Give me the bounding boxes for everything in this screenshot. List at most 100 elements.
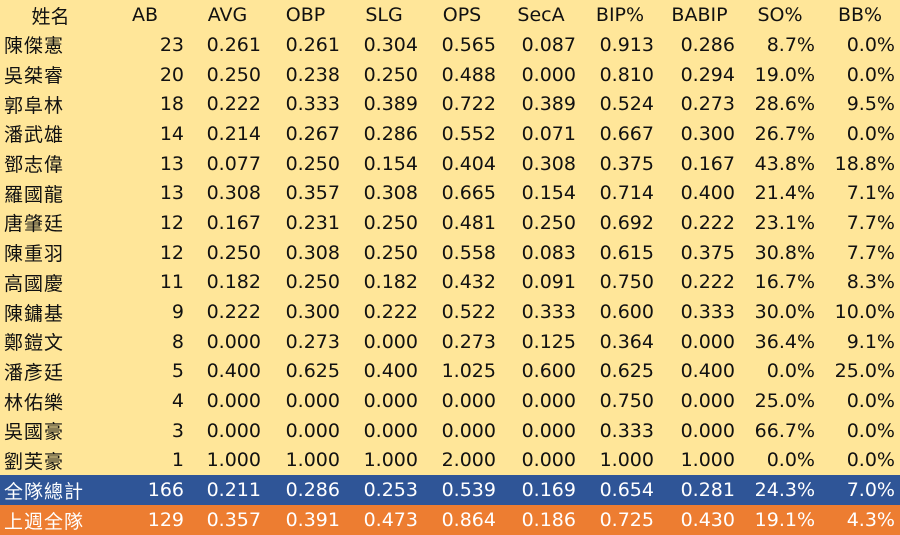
stat-obp: 0.308	[285, 241, 340, 264]
stat-ops: 0.432	[441, 271, 496, 294]
stat-so-pct: 23.1%	[754, 211, 815, 234]
stat-seca: 0.000	[521, 390, 576, 413]
stat-babip: 0.000	[680, 390, 735, 413]
player-name: 唐肇廷	[4, 213, 65, 236]
last-week-babip: 0.430	[680, 509, 735, 532]
stat-seca: 0.087	[521, 33, 576, 56]
stat-bb-pct: 0.0%	[846, 122, 895, 145]
team-total-label: 全隊總計	[4, 480, 85, 503]
stat-ops: 0.000	[441, 390, 496, 413]
stat-bip-pct: 0.625	[599, 360, 654, 383]
stat-seca: 0.000	[521, 449, 576, 472]
table-row: 郭阜林 18 0.222 0.333 0.389 0.722 0.389 0.524 0.273…	[0, 89, 900, 120]
stat-ab: 12	[159, 241, 184, 264]
stat-obp: 0.273	[285, 330, 340, 353]
stat-so-pct: 0.0%	[766, 360, 815, 383]
stat-bb-pct: 10.0%	[834, 301, 895, 324]
stat-obp: 0.250	[285, 271, 340, 294]
table-row: 吳桀睿 20 0.250 0.238 0.250 0.488 0.000 0.810 0.294…	[0, 59, 900, 90]
player-name: 林佑樂	[4, 391, 65, 414]
player-rows: 陳傑憲 23 0.261 0.261 0.304 0.565 0.087 0.913 0.286…	[0, 30, 900, 476]
player-name: 陳鏞基	[4, 302, 65, 325]
stat-avg: 0.308	[206, 182, 261, 205]
player-name: 潘武雄	[4, 124, 65, 147]
stat-slg: 0.308	[363, 182, 418, 205]
stat-ops: 0.552	[441, 122, 496, 145]
stat-babip: 1.000	[680, 449, 735, 472]
header-obp: OBP	[285, 4, 326, 26]
last-week-ops: 0.864	[441, 509, 496, 532]
player-name: 陳重羽	[4, 243, 65, 266]
table-row: 劉芙豪 1 1.000 1.000 1.000 2.000 0.000 1.000 1.000 0…	[0, 445, 900, 476]
team-total-slg: 0.253	[363, 479, 418, 502]
stat-ops: 1.025	[441, 360, 496, 383]
stat-ab: 23	[159, 33, 184, 56]
header-babip: BABIP	[671, 4, 728, 26]
header-ab: AB	[131, 4, 159, 26]
stat-avg: 0.167	[206, 211, 261, 234]
stat-bb-pct: 9.1%	[846, 330, 895, 353]
stat-bb-pct: 7.7%	[846, 211, 895, 234]
stat-obp: 0.300	[285, 301, 340, 324]
stat-ops: 0.273	[441, 330, 496, 353]
stat-so-pct: 30.0%	[754, 301, 815, 324]
header-row: 姓名 AB AVG OBP SLG OPS SecA BIP% BABIP SO…	[0, 0, 900, 30]
stat-ops: 0.665	[441, 182, 496, 205]
stat-so-pct: 16.7%	[754, 271, 815, 294]
stat-obp: 0.261	[285, 33, 340, 56]
player-name: 吳國豪	[4, 421, 65, 444]
header-ops: OPS	[442, 4, 482, 26]
stat-bip-pct: 1.000	[599, 449, 654, 472]
stat-bb-pct: 18.8%	[834, 152, 895, 175]
last-week-so-pct: 19.1%	[754, 509, 815, 532]
stat-babip: 0.000	[680, 330, 735, 353]
stat-avg: 0.000	[206, 330, 261, 353]
last-week-row: 上週全隊 129 0.357 0.391 0.473 0.864 0.186 0…	[0, 505, 900, 535]
header-avg: AVG	[207, 4, 248, 26]
team-total-ab: 166	[147, 479, 184, 502]
stat-ops: 2.000	[441, 449, 496, 472]
team-total-row: 全隊總計 166 0.211 0.286 0.253 0.539 0.169 0…	[0, 475, 900, 506]
stat-seca: 0.000	[521, 419, 576, 442]
stat-bb-pct: 0.0%	[846, 390, 895, 413]
header-so-pct: SO%	[757, 4, 803, 26]
team-total-babip: 0.281	[680, 479, 735, 502]
stat-so-pct: 8.7%	[766, 33, 815, 56]
stat-babip: 0.000	[680, 419, 735, 442]
table-row: 潘武雄 14 0.214 0.267 0.286 0.552 0.071 0.667 0.300…	[0, 119, 900, 149]
stat-ab: 13	[159, 182, 184, 205]
team-total-ops: 0.539	[441, 479, 496, 502]
stat-avg: 0.077	[206, 152, 261, 175]
stat-bb-pct: 0.0%	[846, 419, 895, 442]
team-total-so-pct: 24.3%	[754, 479, 815, 502]
stat-bip-pct: 0.913	[599, 33, 654, 56]
stat-so-pct: 26.7%	[754, 122, 815, 145]
stat-bip-pct: 0.615	[599, 241, 654, 264]
stat-ab: 4	[171, 390, 184, 413]
stat-seca: 0.389	[521, 93, 576, 116]
stat-slg: 0.222	[363, 301, 418, 324]
stat-ops: 0.722	[441, 93, 496, 116]
table-row: 林佑樂 4 0.000 0.000 0.000 0.000 0.000 0.750 0.000 2…	[0, 386, 900, 416]
table-row: 吳國豪 3 0.000 0.000 0.000 0.000 0.000 0.333 0.000 6…	[0, 415, 900, 446]
last-week-avg: 0.357	[206, 509, 261, 532]
stat-bip-pct: 0.750	[599, 271, 654, 294]
stat-so-pct: 28.6%	[754, 93, 815, 116]
stat-so-pct: 19.0%	[754, 63, 815, 86]
player-name: 吳桀睿	[4, 65, 65, 88]
stat-slg: 0.389	[363, 93, 418, 116]
stat-ops: 0.522	[441, 301, 496, 324]
stat-seca: 0.154	[521, 182, 576, 205]
stat-obp: 0.267	[285, 122, 340, 145]
stat-avg: 0.261	[206, 33, 261, 56]
team-total-obp: 0.286	[285, 479, 340, 502]
stat-avg: 0.000	[206, 390, 261, 413]
table-row: 高國慶 11 0.182 0.250 0.182 0.432 0.091 0.750 0.222…	[0, 267, 900, 298]
stat-slg: 0.000	[363, 419, 418, 442]
stat-slg: 0.250	[363, 211, 418, 234]
stat-bip-pct: 0.667	[599, 122, 654, 145]
stat-avg: 0.400	[206, 360, 261, 383]
stat-ops: 0.404	[441, 152, 496, 175]
stat-bip-pct: 0.810	[599, 63, 654, 86]
